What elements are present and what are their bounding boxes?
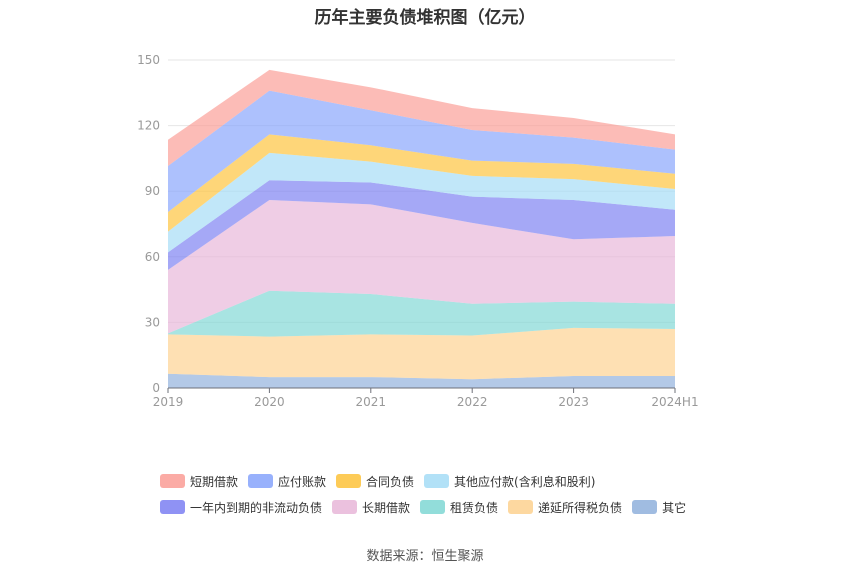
y-tick-label: 0 [152, 381, 160, 395]
legend-label: 应付账款 [278, 474, 327, 489]
axis-layer: 0 30 60 90 120 150 2019 2020 2021 2022 2023 2024H1 [137, 53, 699, 409]
legend-item[interactable]: 一年内到期的非流动负债 [160, 499, 322, 516]
legend-label: 其它 [662, 500, 687, 515]
legend-item[interactable]: 短期借款 [160, 473, 238, 490]
y-tick-label: 150 [137, 53, 160, 67]
legend-item[interactable]: 递延所得税负债 [508, 499, 622, 516]
legend-swatch [332, 500, 358, 514]
area-series-0 [168, 373, 675, 388]
legend-label: 长期借款 [362, 500, 411, 515]
x-tick-label: 2021 [356, 395, 387, 409]
legend-item[interactable]: 其它 [632, 499, 686, 516]
legend-swatch [160, 474, 185, 488]
data-source-note: 数据来源：恒生聚源 [366, 549, 484, 564]
legend-label: 租赁负债 [450, 500, 499, 515]
chart-title: 历年主要负债堆积图（亿元） [314, 8, 536, 28]
stacked-area-chart: 0 30 60 90 120 150 2019 2020 2021 2022 2023 2024H1 [137, 53, 699, 409]
legend-item[interactable]: 合同负债 [336, 473, 414, 490]
legend-swatch [248, 474, 274, 488]
legend-swatch [336, 474, 362, 488]
legend-item[interactable]: 应付账款 [248, 473, 326, 490]
area-series-1 [168, 327, 675, 380]
legend-label: 递延所得税负债 [538, 500, 623, 515]
y-tick-label: 120 [137, 119, 160, 133]
y-tick-label: 60 [145, 250, 160, 264]
legend-swatch [632, 500, 658, 514]
legend-label: 其他应付款(含利息和股利) [454, 474, 596, 489]
legend-item[interactable]: 长期借款 [332, 499, 410, 516]
area-series-4 [168, 180, 675, 270]
y-tick-label: 90 [145, 184, 160, 198]
area-series-2 [168, 290, 675, 337]
y-tick-label: 30 [145, 315, 160, 329]
legend-item[interactable]: 租赁负债 [420, 499, 498, 516]
x-tick-label: 2024H1 [651, 395, 698, 409]
legend-item[interactable]: 其他应付款(含利息和股利) [424, 473, 595, 490]
area-series-3 [168, 199, 675, 334]
legend-swatch [160, 500, 185, 514]
area-series-7 [168, 90, 675, 212]
legend-row: 一年内到期的非流动负债 长期借款 租赁负债 递延所得税负债 其它 [160, 494, 720, 520]
area-series-8 [168, 69, 675, 167]
legend-label: 短期借款 [190, 474, 239, 489]
chart-legend: 短期借款 应付账款 合同负债 其他应付款(含利息和股利) 一年内到期的非流动负债 长期借款… [160, 468, 720, 520]
legend-swatch [424, 474, 450, 488]
x-tick-label: 2020 [254, 395, 285, 409]
x-tick-label: 2023 [558, 395, 589, 409]
legend-label: 一年内到期的非流动负债 [190, 500, 323, 515]
x-tick-label: 2022 [457, 395, 488, 409]
legend-swatch [508, 500, 534, 514]
area-layer [168, 69, 675, 388]
legend-swatch [420, 500, 446, 514]
x-tick-label: 2019 [153, 395, 184, 409]
legend-label: 合同负债 [366, 474, 415, 489]
legend-row: 短期借款 应付账款 合同负债 其他应付款(含利息和股利) [160, 468, 720, 494]
area-series-6 [168, 134, 675, 232]
area-series-5 [168, 152, 675, 253]
